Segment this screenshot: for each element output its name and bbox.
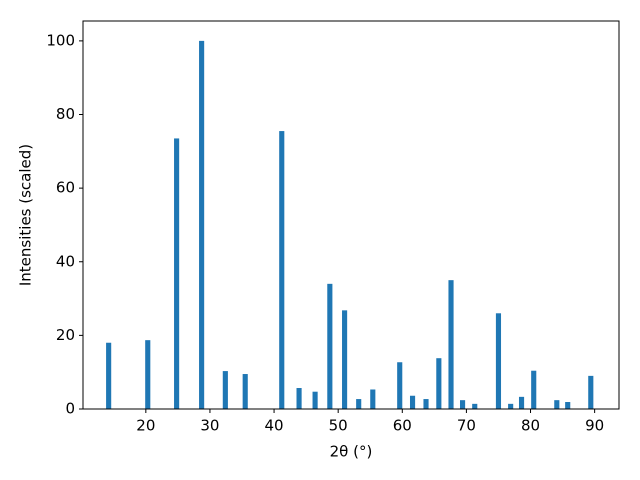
x-tick-label: 90	[585, 417, 604, 435]
bar	[472, 403, 478, 409]
bar	[588, 375, 594, 409]
y-tick-label: 60	[56, 179, 75, 197]
bar	[508, 403, 514, 409]
bar	[312, 391, 318, 409]
bar	[242, 374, 248, 409]
bar	[448, 280, 454, 409]
x-tick-label: 20	[136, 417, 155, 435]
bar	[565, 402, 571, 409]
bar	[145, 340, 151, 409]
x-tick-label: 30	[200, 417, 219, 435]
y-tick-label: 100	[46, 31, 75, 49]
y-axis-label: Intensities (scaled)	[17, 144, 35, 286]
bar	[356, 399, 362, 409]
bar	[459, 400, 466, 409]
y-tick-label: 80	[56, 105, 75, 123]
bar	[327, 283, 333, 409]
x-tick-label: 70	[457, 417, 476, 435]
bar	[296, 388, 302, 409]
bar	[370, 389, 376, 409]
x-tick-label: 60	[393, 417, 412, 435]
bar	[554, 400, 560, 409]
x-tick-label: 50	[329, 417, 348, 435]
bar	[495, 313, 502, 409]
bar	[279, 131, 285, 410]
x-tick-label: 40	[265, 417, 284, 435]
bar	[174, 138, 180, 410]
bar	[531, 370, 537, 409]
y-tick-label: 40	[56, 252, 75, 270]
bar	[423, 399, 429, 409]
x-tick-label: 80	[521, 417, 540, 435]
plot-frame	[82, 20, 620, 410]
y-tick-label: 0	[65, 400, 75, 418]
bar	[518, 396, 525, 409]
x-axis-label: 2θ (°)	[330, 443, 373, 461]
bar	[409, 395, 416, 409]
bar	[199, 40, 205, 409]
bar	[222, 371, 228, 409]
bar	[397, 362, 403, 409]
bar	[342, 310, 348, 409]
bar	[106, 342, 112, 409]
y-tick-label: 20	[56, 326, 75, 344]
bar	[436, 358, 442, 409]
